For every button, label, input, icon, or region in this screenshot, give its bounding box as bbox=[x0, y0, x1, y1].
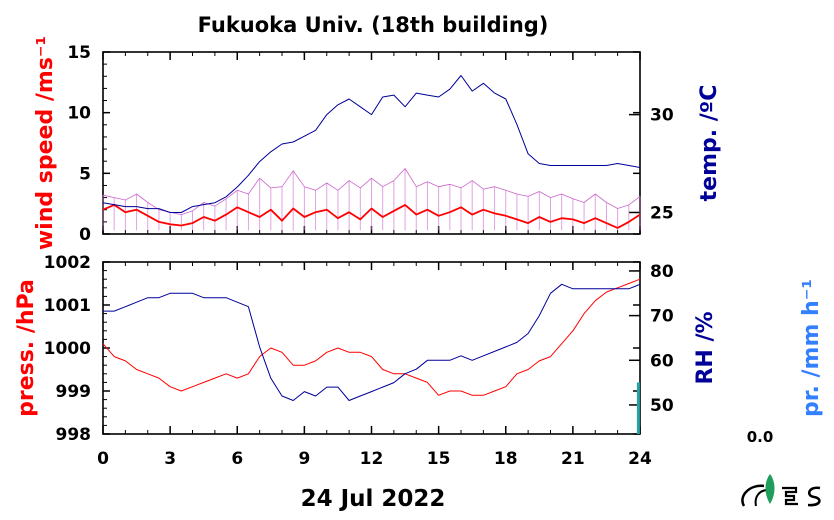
wind-axis-label: wind speed /ms⁻¹ bbox=[33, 36, 58, 250]
x-tick-label: 12 bbox=[360, 449, 384, 469]
temp-axis-label: temp. /ºC bbox=[697, 85, 722, 202]
press-axis-label: press. /hPa bbox=[14, 279, 39, 417]
x-tick-label: 6 bbox=[231, 449, 243, 469]
y2-tick-label: 80 bbox=[650, 262, 674, 282]
wind-mean-line bbox=[102, 203, 641, 229]
wind-temp-panel: 0 5 10 15 25 30 bbox=[67, 43, 674, 245]
rh-axis-label: RH /% bbox=[693, 311, 718, 384]
y-tick-label: 999 bbox=[56, 382, 92, 402]
y2-tick-label: 30 bbox=[650, 106, 674, 126]
temp-line bbox=[102, 75, 641, 213]
x-tick-label: 18 bbox=[494, 449, 518, 469]
y-tick-label: 5 bbox=[79, 164, 91, 184]
x-tick-label: 3 bbox=[164, 449, 176, 469]
chart-title: Fukuoka Univ. (18th building) bbox=[198, 13, 549, 37]
logo bbox=[741, 474, 821, 507]
y-tick-label: 10 bbox=[67, 104, 91, 124]
press-rh-panel: 0 3 6 9 12 15 18 21 24 998 999 1000 1001 1002 50 60 70 80 bbox=[44, 253, 674, 469]
x-tick-label: 15 bbox=[427, 449, 451, 469]
y-tick-label: 15 bbox=[67, 43, 91, 63]
rain-value: 0.0 bbox=[747, 428, 774, 446]
date-label: 24 Jul 2022 bbox=[301, 486, 446, 512]
rain-bar bbox=[636, 382, 640, 434]
y2-tick-label: 60 bbox=[650, 351, 674, 371]
y-tick-label: 998 bbox=[56, 425, 92, 445]
y2-tick-label: 70 bbox=[650, 307, 674, 327]
x-tick-label: 21 bbox=[561, 449, 585, 469]
y-tick-label: 1000 bbox=[44, 339, 91, 359]
x-tick-label: 24 bbox=[628, 449, 652, 469]
rain-axis-label: pr. /mm h⁻¹ bbox=[799, 279, 824, 417]
wind-gust-line bbox=[102, 168, 641, 216]
y-tick-label: 0 bbox=[79, 225, 91, 245]
y-tick-label: 1001 bbox=[44, 296, 91, 316]
y2-tick-label: 50 bbox=[650, 396, 674, 416]
press-line bbox=[102, 278, 641, 396]
x-tick-label: 9 bbox=[298, 449, 310, 469]
x-tick-label: 0 bbox=[97, 449, 109, 469]
rh-line bbox=[103, 283, 641, 401]
y-tick-label: 1002 bbox=[44, 253, 91, 273]
plot-frame bbox=[102, 261, 641, 435]
y2-tick-label: 25 bbox=[650, 203, 674, 223]
